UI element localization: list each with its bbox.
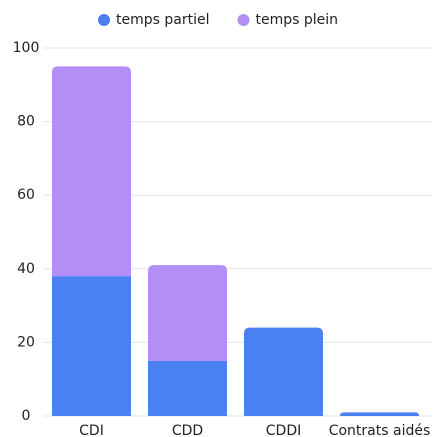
bar-segment [52, 66, 131, 277]
y-tick-label: 0 [22, 408, 31, 424]
bar-segment [148, 265, 227, 361]
y-tick-label: 40 [17, 261, 35, 277]
bar-segment [148, 360, 227, 416]
bar-segment [52, 276, 131, 416]
x-tick-label: CDDI [266, 423, 301, 437]
legend-label: temps partiel [116, 12, 209, 28]
legend-swatch [237, 14, 250, 26]
y-tick-label: 60 [17, 187, 35, 203]
x-tick-label: CDI [79, 423, 104, 437]
bar-segment [244, 327, 323, 416]
x-tick-label: Contrats aidés [329, 423, 431, 437]
bar-segment [340, 412, 419, 416]
y-tick-label: 20 [17, 334, 35, 350]
legend-swatch [98, 14, 110, 26]
y-tick-label: 100 [13, 40, 40, 56]
x-tick-label: CDD [172, 423, 203, 437]
y-tick-label: 80 [17, 114, 35, 130]
legend-label: temps plein [255, 12, 338, 28]
